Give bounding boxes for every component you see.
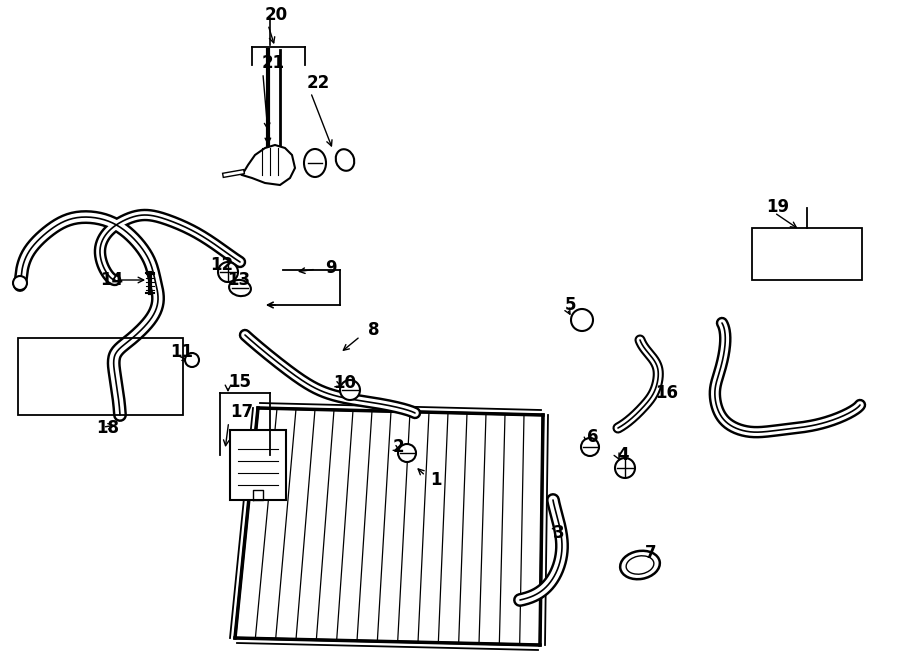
Text: 21: 21 xyxy=(262,54,285,72)
Circle shape xyxy=(218,262,238,282)
Ellipse shape xyxy=(626,556,654,574)
Text: 2: 2 xyxy=(393,438,405,456)
Ellipse shape xyxy=(230,280,251,296)
Ellipse shape xyxy=(620,551,660,579)
Text: 5: 5 xyxy=(565,296,577,314)
Text: 10: 10 xyxy=(333,374,356,392)
FancyArrow shape xyxy=(574,313,582,327)
Text: 3: 3 xyxy=(553,524,564,542)
Circle shape xyxy=(615,458,635,478)
Circle shape xyxy=(571,309,593,331)
Text: 15: 15 xyxy=(228,373,251,391)
Text: 11: 11 xyxy=(170,343,193,361)
Circle shape xyxy=(581,438,599,456)
Text: 6: 6 xyxy=(587,428,599,446)
Text: 18: 18 xyxy=(96,419,119,437)
Text: 12: 12 xyxy=(210,256,233,274)
Text: 1: 1 xyxy=(430,471,442,489)
Circle shape xyxy=(340,380,360,400)
Text: 9: 9 xyxy=(325,259,337,277)
Circle shape xyxy=(185,353,199,367)
Text: 7: 7 xyxy=(645,544,657,562)
Text: 17: 17 xyxy=(230,403,253,421)
Text: 4: 4 xyxy=(617,446,628,464)
Text: 16: 16 xyxy=(655,384,678,402)
Circle shape xyxy=(398,444,416,462)
Ellipse shape xyxy=(336,149,355,171)
FancyBboxPatch shape xyxy=(230,430,286,500)
Polygon shape xyxy=(242,145,295,185)
Text: 13: 13 xyxy=(227,271,250,289)
Circle shape xyxy=(13,276,27,290)
Ellipse shape xyxy=(304,149,326,177)
Text: 14: 14 xyxy=(100,271,123,289)
Text: 19: 19 xyxy=(766,198,789,216)
Text: 20: 20 xyxy=(265,6,288,24)
Text: 8: 8 xyxy=(368,321,380,339)
Text: 22: 22 xyxy=(307,74,330,92)
